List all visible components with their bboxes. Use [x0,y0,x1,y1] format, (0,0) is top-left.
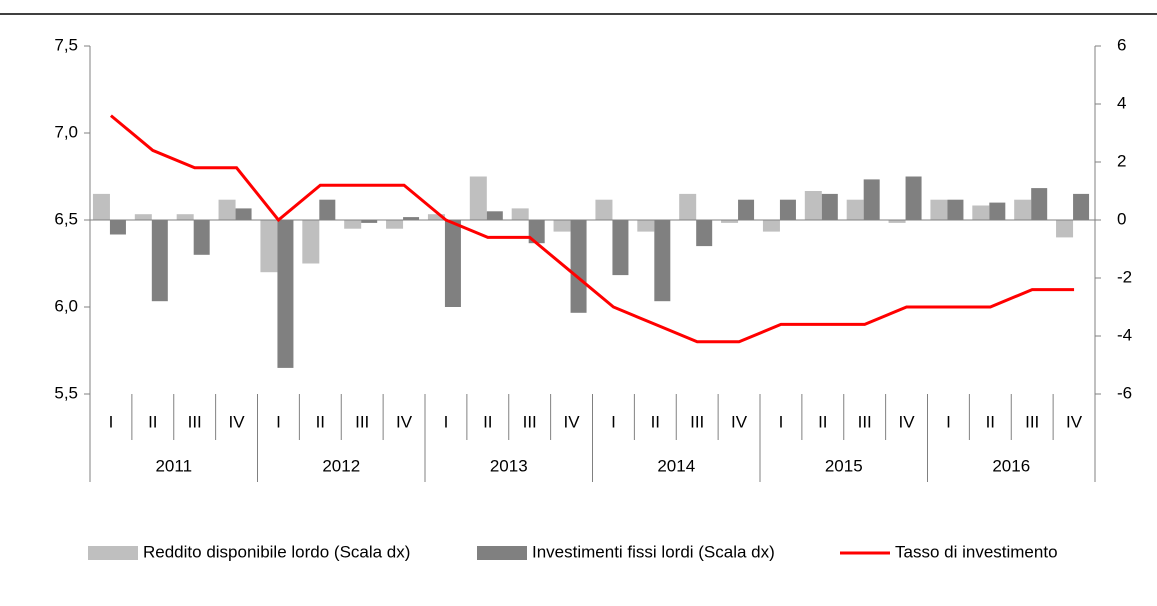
bar [779,199,796,220]
year-label: 2015 [825,456,863,475]
y-tick-label: 7,0 [54,122,78,141]
bar [1014,199,1032,220]
y2-tick-label: -4 [1117,325,1132,344]
x-tick-label: III [858,412,872,431]
line [109,114,1075,344]
bar [972,205,990,220]
legend-label: Reddito disponibile lordo (Scala dx) [143,542,410,561]
x-tick-label: I [611,412,616,431]
x-tick-label: II [316,412,325,431]
bar [821,193,838,220]
y-tick-label: 7,5 [54,35,78,54]
x-tick-label: IV [899,412,916,431]
y2-tick-label: 0 [1117,209,1126,228]
bar [444,220,461,307]
x-tick-label: III [355,412,369,431]
x-tick-label: II [986,412,995,431]
x-tick-label: I [779,412,784,431]
x-tick-label: IV [731,412,748,431]
y2-tick-label: 2 [1117,151,1126,170]
bar [570,220,587,313]
bar [486,211,503,220]
bar [193,220,210,255]
x-tick-label: III [690,412,704,431]
bar [386,220,404,229]
bar [595,199,613,220]
bar [905,176,922,220]
bar [696,220,713,247]
bar [427,214,445,220]
bar [637,220,655,232]
bar [176,214,194,220]
x-tick-label: III [188,412,202,431]
x-tick-label: III [1025,412,1039,431]
bar [863,179,880,220]
x-tick-label: II [818,412,827,431]
year-label: 2011 [155,456,192,475]
bar [721,220,739,223]
bar [151,220,168,302]
y-tick-label: 6,5 [54,209,78,228]
x-tick-label: IV [564,412,581,431]
bar [92,193,110,220]
bar [218,199,236,220]
y2-tick-label: -2 [1117,267,1132,286]
bar [1056,220,1074,238]
x-tick-label: I [444,412,449,431]
bar [361,220,378,223]
year-label: 2014 [657,456,695,475]
bar [511,208,529,220]
bar [469,176,487,220]
y2-tick-label: -6 [1117,383,1132,402]
bar [260,220,278,273]
bar [235,208,252,220]
y2-tick-label: 4 [1117,93,1126,112]
bar [888,220,906,223]
x-tick-label: IV [229,412,246,431]
bar [947,199,964,220]
x-tick-label: I [276,412,281,431]
y-tick-label: 6,0 [54,296,78,315]
bar [846,199,864,220]
bar [134,214,152,220]
x-tick-label: IV [396,412,413,431]
bar [319,199,336,220]
bar [302,220,320,264]
bar [344,220,362,229]
y-tick-label: 5,5 [54,383,78,402]
y2-tick-label: 6 [1117,35,1126,54]
bar [930,199,948,220]
bar [528,220,545,244]
year-label: 2016 [992,456,1030,475]
year-label: 2012 [322,456,360,475]
legend-label: Tasso di investimento [895,542,1058,561]
x-tick-label: I [946,412,951,431]
bar [654,220,671,302]
bar [109,220,126,235]
x-tick-label: II [483,412,492,431]
year-label: 2013 [490,456,528,475]
legend-swatch [477,546,527,560]
legend-label: Investimenti fissi lordi (Scala dx) [532,542,775,561]
bar [612,220,629,276]
bar [762,220,780,232]
x-tick-label: IV [1066,412,1083,431]
x-tick-label: II [651,412,660,431]
x-tick-label: III [523,412,537,431]
legend-swatch [88,546,138,560]
x-tick-label: I [109,412,114,431]
bar [553,220,571,232]
bar [403,217,420,220]
bar [679,193,697,220]
bar [989,202,1006,220]
bar [738,199,755,220]
bar [804,191,822,220]
bar [277,220,294,368]
bar [1073,193,1090,220]
bar [1031,188,1048,220]
x-tick-label: II [148,412,157,431]
